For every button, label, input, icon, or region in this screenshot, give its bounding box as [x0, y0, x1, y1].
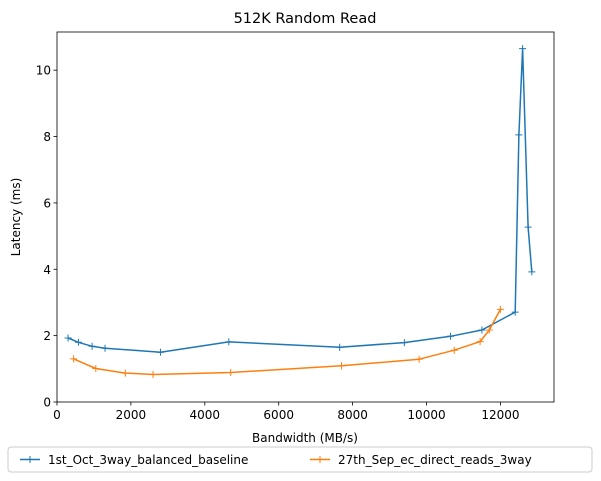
series-1-point [511, 308, 519, 316]
x-tick-label: 8000 [337, 408, 368, 422]
series-2-point [70, 355, 78, 363]
series-2-point [149, 370, 157, 378]
legend-frame [7, 446, 593, 473]
series-2-point [415, 355, 423, 363]
series-1-point [447, 332, 455, 340]
series-1-point [74, 338, 82, 346]
series-1-point [400, 339, 408, 347]
series-2-line [73, 309, 502, 376]
chart-title: 512K Random Read [234, 11, 377, 27]
x-tick-label: 10000 [407, 408, 445, 422]
x-axis-label: Bandwidth (MB/s) [252, 431, 358, 445]
series-2 [70, 305, 504, 378]
series-1-point [225, 338, 233, 346]
series-layer [64, 45, 536, 378]
x-tick-label: 0 [53, 408, 61, 422]
legend-item-2: 27th_Sep_ec_direct_reads_3way [310, 453, 532, 467]
legend-label: 1st_Oct_3way_balanced_baseline [48, 453, 248, 467]
series-2-point [485, 326, 493, 334]
legend-label: 27th_Sep_ec_direct_reads_3way [338, 453, 532, 467]
series-1-line [67, 47, 533, 353]
legend-item-1: 1st_Oct_3way_balanced_baseline [20, 453, 248, 467]
series-1-point [101, 344, 109, 352]
series-1-point [88, 342, 96, 350]
legend: 1st_Oct_3way_balanced_baseline 27th_Sep_e… [7, 446, 593, 473]
series-2-point [227, 368, 235, 376]
x-tick-label: 6000 [263, 408, 294, 422]
series-1-point [524, 223, 532, 231]
series-1-point [64, 334, 72, 342]
y-axis-label: Latency (ms) [9, 178, 23, 257]
y-tick-label: 8 [43, 130, 51, 144]
x-tick-label: 2000 [116, 408, 147, 422]
series-2-point [496, 305, 504, 313]
series-1-point [519, 45, 527, 53]
legend-swatch-marker [316, 456, 324, 463]
x-tick-label: 12000 [481, 408, 519, 422]
series-2-point [450, 346, 458, 354]
series-1-point [336, 343, 344, 351]
y-tick-label: 2 [43, 329, 51, 343]
legend-swatch-marker [26, 456, 34, 463]
series-1 [64, 45, 536, 356]
axes-frame [56, 31, 555, 403]
axes-layer: 0 2000 4000 6000 8000 10000 12000 0 2 4 6 8 10 [36, 31, 555, 422]
series-2-point [121, 369, 129, 377]
series-2-point [338, 362, 346, 370]
series-1-point [478, 326, 486, 334]
y-tick-label: 10 [36, 64, 51, 78]
y-tick-label: 6 [43, 196, 51, 210]
series-1-point [515, 131, 523, 139]
y-tick-label: 4 [43, 263, 51, 277]
series-1-point [156, 348, 164, 356]
y-tick-label: 0 [43, 396, 51, 410]
x-tick-label: 4000 [190, 408, 221, 422]
series-1-point [528, 268, 536, 276]
series-2-point [92, 364, 100, 372]
series-2-point [476, 338, 484, 346]
